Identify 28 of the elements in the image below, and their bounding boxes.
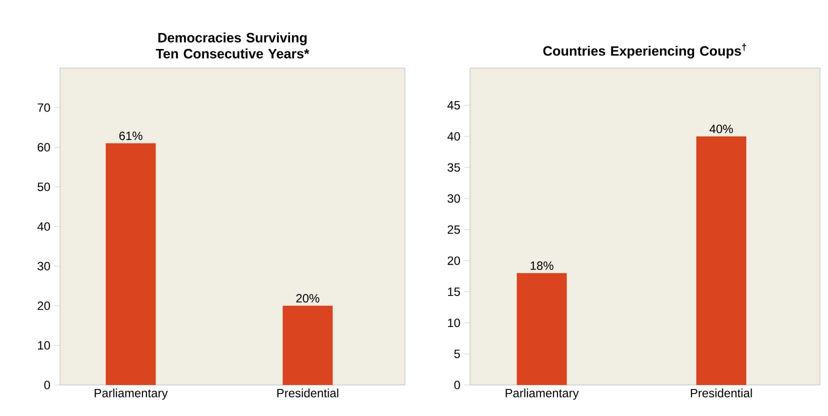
y-tick-label: 25 [448, 225, 460, 234]
y-tick-label: 10 [38, 341, 50, 350]
y-tick-label: 45 [447, 101, 460, 110]
y-tick-label: 70 [38, 103, 50, 112]
y-tick-label: 20 [38, 302, 50, 310]
y-tick-label: 15 [448, 288, 460, 296]
x-tick-label: Presidential [277, 388, 338, 398]
y-tick-label: 30 [38, 262, 50, 270]
y-tick-label: 40 [447, 132, 460, 141]
x-tick-label: Parliamentary [506, 388, 579, 400]
x-tick-label: Presidential [690, 388, 752, 398]
data-label: 61% [119, 132, 142, 140]
y-tick-label: 30 [448, 194, 460, 203]
data-label: 40% [710, 124, 733, 134]
y-tick-label: 0 [44, 380, 50, 390]
y-tick-label: 20 [448, 256, 460, 265]
chart-title: Countries Experiencing Coups$^{†}$ [543, 44, 746, 58]
chart-title: Democracies Surviving Ten Consecutive Years* [156, 32, 310, 58]
y-tick-label: 10 [448, 318, 460, 328]
data-label: 18% [530, 261, 554, 270]
y-tick-label: 60 [38, 143, 50, 152]
y-tick-label: 40 [37, 222, 50, 231]
data-label: 20% [296, 294, 320, 303]
y-tick-label: 35 [448, 163, 460, 172]
y-tick-label: 50 [38, 182, 50, 192]
y-tick-label: 5 [454, 350, 460, 358]
y-tick-label: 0 [454, 380, 460, 390]
x-tick-label: Parliamentary [94, 388, 168, 400]
